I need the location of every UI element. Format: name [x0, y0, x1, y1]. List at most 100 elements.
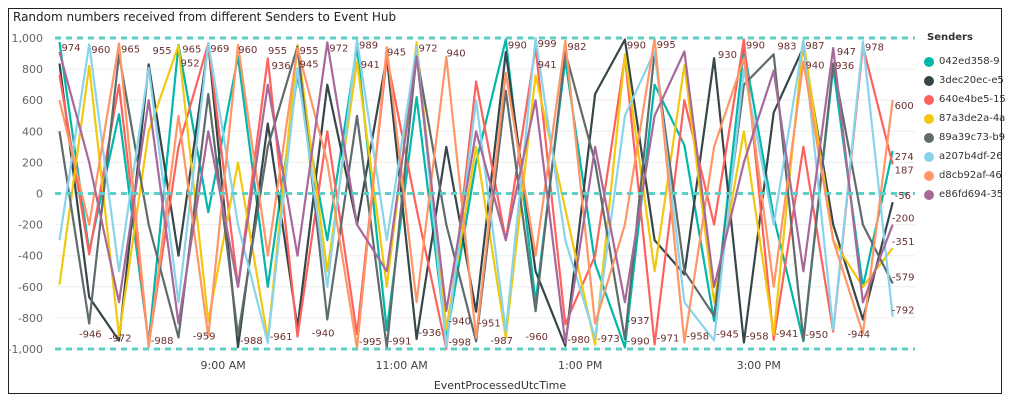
data-label: 990	[627, 41, 646, 52]
data-label: 941	[361, 60, 380, 71]
data-label: 955	[300, 46, 319, 57]
data-label: -940	[448, 317, 471, 328]
legend-item[interactable]: a207b4df-26	[924, 147, 1006, 166]
legend-label: e86fd694-35	[939, 189, 1004, 200]
legend-label: 3dec20ec-e5	[939, 75, 1004, 86]
data-label: -945	[716, 329, 739, 340]
series-line	[58, 38, 894, 349]
y-tick-label: -600	[18, 281, 43, 294]
series-line	[58, 39, 894, 346]
data-label: 941	[538, 60, 557, 71]
data-label: -991	[389, 337, 412, 348]
data-label: 978	[865, 42, 884, 53]
series-line	[58, 37, 894, 349]
legend-label: a207b4df-26	[939, 151, 1003, 162]
chart-frame	[8, 8, 1002, 394]
data-label: 983	[777, 42, 796, 53]
legend-title: Senders	[927, 32, 973, 43]
legend-label: 640e4be5-15	[939, 94, 1006, 105]
data-label: -958	[746, 331, 769, 342]
legend-label: 042ed358-9	[939, 56, 1000, 67]
series-line	[58, 41, 894, 344]
legend-item[interactable]: 640e4be5-15	[924, 90, 1006, 109]
data-label: 974	[61, 43, 80, 54]
data-label: 940	[805, 60, 824, 71]
data-label: -995	[359, 337, 382, 348]
data-label: -946	[79, 330, 102, 341]
legend-marker-icon	[924, 151, 934, 162]
data-label: -990	[627, 336, 650, 347]
data-label: -941	[776, 329, 799, 340]
data-label: -937	[627, 316, 650, 327]
data-label: -961	[270, 332, 293, 343]
data-label: 990	[746, 41, 765, 52]
data-label: 990	[508, 41, 527, 52]
data-label: 945	[387, 48, 406, 59]
legend-item[interactable]: e86fd694-35	[924, 185, 1006, 204]
legend-marker-icon	[924, 56, 934, 67]
legend-label: d8cb92af-46	[939, 170, 1002, 181]
data-label: 960	[91, 45, 110, 56]
legend-marker-icon	[924, 189, 934, 200]
data-label: 972	[329, 43, 348, 54]
legend-marker-icon	[924, 132, 934, 143]
data-label: -958	[686, 331, 709, 342]
data-label: 945	[300, 60, 319, 71]
series-line	[58, 45, 894, 349]
data-label: 952	[180, 58, 199, 69]
data-label: 274	[895, 152, 914, 163]
y-tick-label: 400	[22, 125, 43, 138]
legend-item[interactable]: 87a3de2a-4a	[924, 109, 1006, 128]
legend-item[interactable]: 3dec20ec-e5	[924, 71, 1006, 90]
data-label: -200	[892, 214, 915, 225]
data-label: 965	[182, 44, 201, 55]
data-label: 955	[268, 46, 287, 57]
y-tick-label: 200	[22, 156, 43, 169]
data-label: 987	[805, 41, 824, 52]
data-label: 936	[835, 61, 854, 72]
data-label: -950	[805, 330, 828, 341]
data-label: 965	[121, 44, 140, 55]
x-tick-label: 9:00 AM	[201, 359, 246, 372]
data-label: -972	[109, 334, 132, 345]
legend-label: 87a3de2a-4a	[939, 113, 1006, 124]
legend-item[interactable]: 042ed358-9	[924, 52, 1006, 71]
x-tick-label: 3:00 PM	[737, 359, 781, 372]
y-tick-label: -1,000	[8, 343, 43, 356]
data-label: 187	[895, 165, 914, 176]
legend-item[interactable]: 89a39c73-b9	[924, 128, 1006, 147]
data-label: 960	[238, 45, 257, 56]
y-tick-label: -800	[18, 312, 43, 325]
y-tick-label: 1,000	[12, 32, 44, 45]
data-label: -351	[892, 237, 915, 248]
data-label: -987	[490, 336, 513, 347]
legend-item[interactable]: d8cb92af-46	[924, 166, 1006, 185]
data-label: 955	[152, 46, 171, 57]
y-tick-label: 600	[22, 94, 43, 107]
data-label: 930	[718, 50, 737, 61]
chart-title: Random numbers received from different S…	[13, 10, 397, 24]
data-label: -960	[525, 332, 548, 343]
data-label: -980	[567, 335, 590, 346]
data-label: -56	[895, 191, 911, 202]
y-tick-label: -200	[18, 219, 43, 232]
data-label: -988	[151, 336, 174, 347]
x-tick-label: 11:00 AM	[376, 359, 428, 372]
legend-label: 89a39c73-b9	[939, 132, 1006, 143]
data-label: 969	[210, 44, 229, 55]
data-label: 940	[447, 48, 466, 59]
legend-marker-icon	[924, 113, 934, 124]
data-label: 989	[359, 41, 378, 52]
legend-marker-icon	[924, 75, 934, 86]
data-label: -579	[892, 273, 915, 284]
data-label: 999	[538, 39, 557, 50]
data-label: -936	[419, 328, 442, 339]
legend-marker-icon	[924, 170, 934, 181]
data-label: -959	[193, 332, 216, 343]
data-label: 947	[837, 47, 856, 58]
x-tick-label: 1:00 PM	[558, 359, 602, 372]
data-label: 972	[419, 43, 438, 54]
y-tick-label: -400	[18, 250, 43, 263]
y-tick-label: 0	[36, 188, 43, 201]
